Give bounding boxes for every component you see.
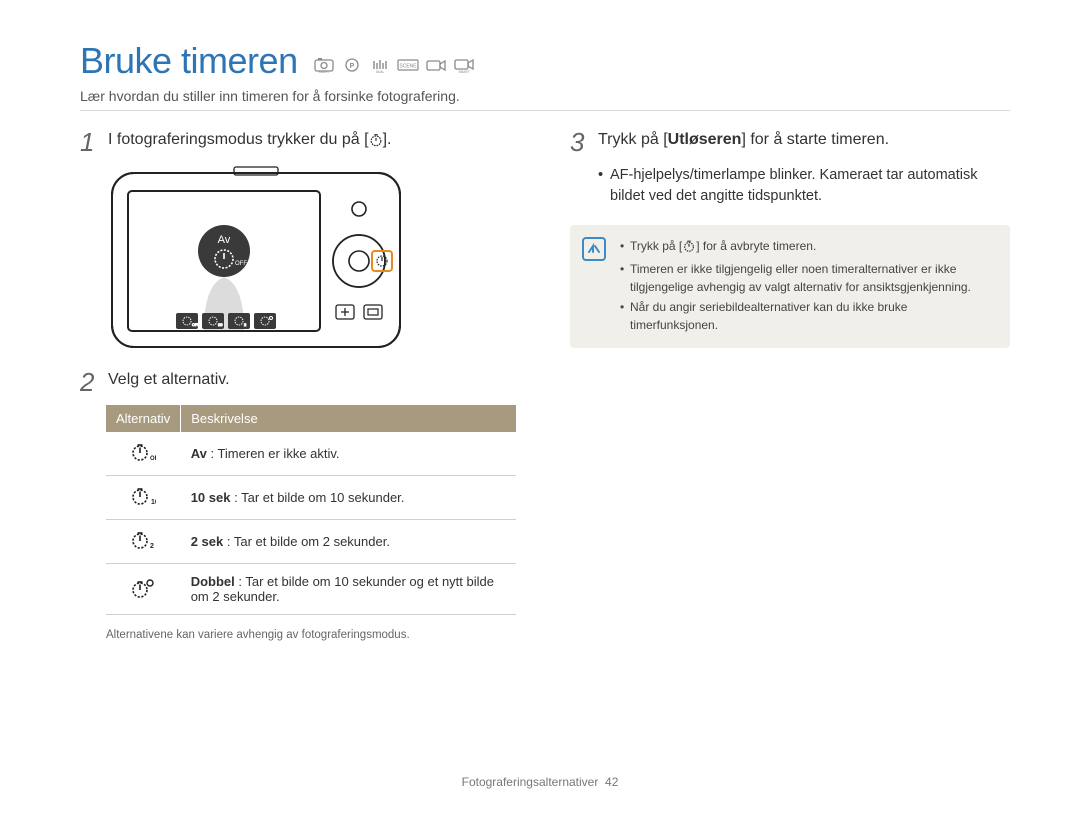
svg-text:OFF: OFF [235, 261, 247, 267]
opt-icon-off: OFF [106, 432, 181, 476]
svg-text:10: 10 [151, 499, 156, 506]
opt-label: 2 sek [191, 534, 224, 549]
table-row: 2 2 sek : Tar et bilde om 2 sekunder. [106, 520, 516, 564]
step-1-before: I fotograferingsmodus trykker du på [ [108, 131, 369, 148]
svg-text:OFF: OFF [192, 322, 201, 327]
svg-text:SMART: SMART [458, 70, 469, 73]
overlay-av-label: Av [218, 234, 231, 246]
timer-icon [369, 132, 383, 154]
step-3-before: Trykk på [ [598, 131, 668, 148]
footer-page: 42 [605, 775, 618, 789]
svg-text:DUAL: DUAL [375, 70, 384, 73]
opt-desc: Av : Timeren er ikke aktiv. [181, 432, 516, 476]
col-header-alt: Alternativ [106, 405, 181, 432]
note-1-before: Trykk på [ [630, 239, 682, 253]
step-2-text: Velg et alternativ. [108, 369, 230, 391]
right-column: 3 Trykk på [Utløseren] for å starte time… [570, 129, 1010, 641]
camera-illustration: Av OFF OFF 10 2 [106, 165, 520, 355]
left-column: 1 I fotograferingsmodus trykker du på []… [80, 129, 520, 641]
page-title: Bruke timeren [80, 40, 298, 82]
opt-text: : Timeren er ikke aktiv. [210, 446, 339, 461]
timer-icon [682, 239, 696, 258]
svg-text:10: 10 [218, 322, 223, 327]
page-footer: Fotograferingsalternativer 42 [0, 775, 1080, 789]
opt-text: : Tar et bilde om 2 sekunder. [227, 534, 390, 549]
note-line-2: Timeren er ikke tilgjengelig eller noen … [620, 260, 996, 296]
opt-icon-double [106, 564, 181, 615]
content-columns: 1 I fotograferingsmodus trykker du på []… [80, 129, 1010, 641]
step-number: 3 [570, 129, 588, 155]
svg-text:2: 2 [150, 543, 154, 550]
svg-text:P: P [349, 63, 354, 70]
step-1: 1 I fotograferingsmodus trykker du på []… [80, 129, 520, 155]
svg-text:SMART: SMART [318, 70, 329, 73]
step-3: 3 Trykk på [Utløseren] for å starte time… [570, 129, 1010, 155]
opt-desc: 2 sek : Tar et bilde om 2 sekunder. [181, 520, 516, 564]
step-number: 2 [80, 369, 98, 395]
opt-icon-10: 10 [106, 476, 181, 520]
step-3-after: ] for å starte timeren. [741, 131, 889, 148]
svg-text:OFF: OFF [150, 456, 156, 462]
step-3-bold: Utløseren [668, 131, 742, 148]
opt-icon-2: 2 [106, 520, 181, 564]
mode-dual-icon: DUAL [368, 57, 392, 78]
title-row: Bruke timeren SMART P DUAL SCENE SMART [80, 40, 1010, 82]
opt-text: : Tar et bilde om 10 sekunder og et nytt… [191, 574, 494, 604]
table-footnote: Alternativene kan variere avhengig av fo… [106, 629, 520, 641]
step-2: 2 Velg et alternativ. [80, 369, 520, 395]
table-row: Dobbel : Tar et bilde om 10 sekunder og … [106, 564, 516, 615]
note-icon [582, 237, 606, 261]
opt-label: Dobbel [191, 574, 235, 589]
table-row: OFF Av : Timeren er ikke aktiv. [106, 432, 516, 476]
step-3-bullets: AF-hjelpelys/timerlampe blinker. Kamerae… [598, 165, 1010, 207]
note-box: Trykk på [ ] for å avbryte timeren. Timer… [570, 225, 1010, 348]
mode-icons: SMART P DUAL SCENE SMART [312, 57, 476, 78]
opt-label: 10 sek [191, 490, 231, 505]
footer-label: Fotograferingsalternativer [462, 775, 599, 789]
mode-smart-video-icon: SMART [452, 57, 476, 78]
opt-desc: 10 sek : Tar et bilde om 10 sekunder. [181, 476, 516, 520]
mode-smart-icon: SMART [312, 57, 336, 78]
divider [80, 110, 1010, 111]
note-line-1: Trykk på [ ] for å avbryte timeren. [620, 237, 996, 258]
step-3-bullet: AF-hjelpelys/timerlampe blinker. Kamerae… [598, 165, 1010, 207]
opt-text: : Tar et bilde om 10 sekunder. [234, 490, 404, 505]
step-1-text: I fotograferingsmodus trykker du på []. [108, 129, 391, 154]
opt-desc: Dobbel : Tar et bilde om 10 sekunder og … [181, 564, 516, 615]
table-row: 10 10 sek : Tar et bilde om 10 sekunder. [106, 476, 516, 520]
opt-label: Av [191, 446, 207, 461]
step-1-after: ]. [383, 131, 392, 148]
options-table: Alternativ Beskrivelse OFF Av : Timeren … [106, 405, 516, 615]
note-1-after: ] for å avbryte timeren. [696, 239, 816, 253]
step-number: 1 [80, 129, 98, 155]
mode-video-icon [424, 57, 448, 78]
note-line-3: Når du angir seriebildealternativer kan … [620, 298, 996, 334]
svg-text:SCENE: SCENE [399, 64, 417, 70]
mode-scene-icon: SCENE [396, 57, 420, 78]
mode-program-icon: P [340, 57, 364, 78]
col-header-desc: Beskrivelse [181, 405, 516, 432]
step-3-text: Trykk på [Utløseren] for å starte timere… [598, 129, 889, 151]
page-subtitle: Lær hvordan du stiller inn timeren for å… [80, 88, 1010, 104]
